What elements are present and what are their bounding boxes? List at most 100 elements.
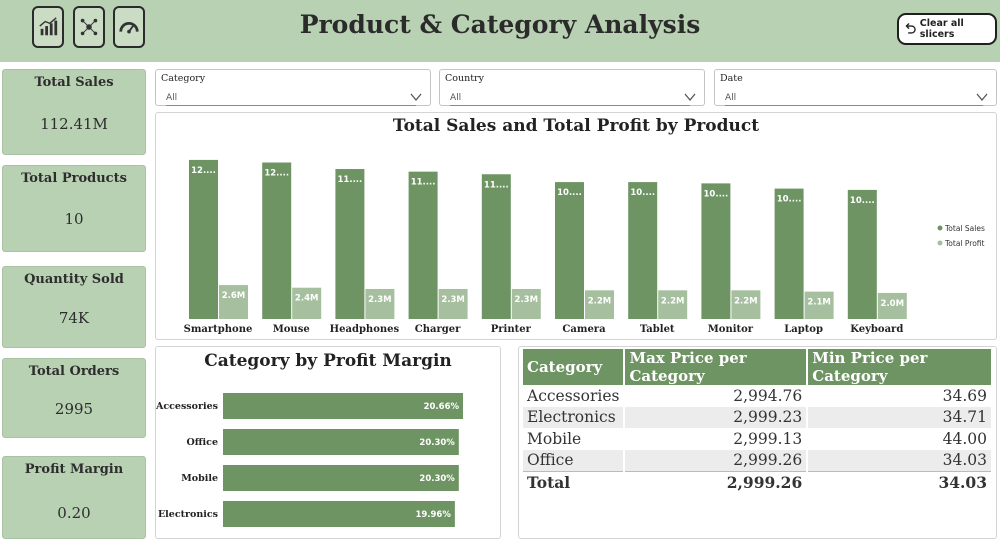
- profit-bar: [804, 291, 834, 319]
- slicer-category[interactable]: Category All: [155, 69, 431, 106]
- slicer-value[interactable]: All: [725, 93, 983, 106]
- data-label: 20.30%: [419, 438, 455, 448]
- chevron-down-icon[interactable]: [410, 92, 422, 102]
- profit-bar: [219, 285, 248, 319]
- data-label: 20.30%: [419, 474, 455, 484]
- data-label: 12....: [264, 169, 289, 179]
- x-tick-label: Tablet: [640, 324, 675, 335]
- nav-sales-button[interactable]: [32, 6, 64, 48]
- data-label: 10....: [557, 188, 582, 198]
- product-network-icon: [80, 18, 98, 36]
- slicer-date[interactable]: Date All: [714, 69, 997, 106]
- table-cell: 34.69: [807, 385, 993, 407]
- sales-profit-bar-chart: 12.... 2.6M Smartphone 12.... 2.4M Mouse 11...…: [184, 159, 985, 335]
- sales-bar: [335, 169, 365, 319]
- x-tick-label: Charger: [415, 324, 461, 335]
- data-label: 2.3M: [515, 295, 539, 305]
- sales-bar: [847, 189, 877, 319]
- undo-arrow-icon: [905, 22, 916, 34]
- sales-bar: [189, 159, 218, 319]
- column-header[interactable]: Max Price per Category: [624, 349, 809, 385]
- nav-products-button[interactable]: [73, 6, 105, 48]
- kpi-quantity-sold: Quantity Sold 74K: [2, 266, 146, 348]
- x-tick-label: Monitor: [708, 324, 754, 335]
- data-label: 2.2M: [734, 296, 758, 306]
- slicer-label: Category: [161, 73, 206, 84]
- price-table: Category Max Price per Category Min Pric…: [523, 349, 993, 493]
- kpi-value: 2995: [54, 400, 94, 418]
- data-label: 11....: [484, 180, 509, 190]
- slicer-value[interactable]: All: [450, 93, 690, 106]
- profit-bar: [438, 289, 468, 319]
- table-cell: 2,999.23: [624, 406, 809, 428]
- data-label: 20.66%: [424, 402, 460, 412]
- kpi-value: 0.20: [57, 504, 91, 522]
- data-label: 2.2M: [588, 296, 612, 306]
- table-cell: Mobile: [523, 428, 626, 450]
- legend-marker: [937, 225, 943, 231]
- chevron-down-icon[interactable]: [684, 92, 696, 102]
- table-cell: 34.03: [807, 449, 993, 471]
- table-row[interactable]: Accessories 2,994.76 34.69: [523, 385, 993, 407]
- gauge-icon: [119, 22, 139, 34]
- profit-bar: [511, 289, 541, 319]
- column-header[interactable]: Category: [523, 349, 626, 385]
- data-label: 2.6M: [222, 291, 246, 301]
- chart-title: Category by Profit Margin: [204, 351, 452, 371]
- chevron-down-icon[interactable]: [976, 92, 988, 102]
- clear-slicers-button[interactable]: Clear all slicers: [897, 13, 997, 45]
- margin-bar: [223, 393, 463, 419]
- kpi-total-products: Total Products 10: [2, 165, 146, 252]
- column-header[interactable]: Min Price per Category: [807, 349, 993, 385]
- legend-entry: Total Profit: [944, 239, 985, 248]
- x-tick-label: Mouse: [273, 324, 310, 335]
- category-margin-bar-chart: 20.66% Accessories 20.30% Office 20.30% Mobil…: [156, 393, 463, 527]
- sales-bar: [628, 182, 658, 319]
- table-cell: 2,999.26: [624, 470, 809, 493]
- data-label: 19.96%: [415, 510, 451, 520]
- data-label: 11....: [411, 178, 436, 188]
- table-total-row: Total 2,999.26 34.03: [523, 470, 993, 493]
- legend-entry: Total Sales: [944, 224, 985, 233]
- table-cell: 44.00: [807, 428, 993, 450]
- x-tick-label: Keyboard: [850, 324, 903, 335]
- clear-slicers-label: Clear all slicers: [919, 18, 964, 40]
- table-row[interactable]: Mobile 2,999.13 44.00: [523, 428, 993, 450]
- slicer-value[interactable]: All: [166, 93, 416, 106]
- table-cell: 34.03: [807, 470, 993, 493]
- slicer-label: Date: [720, 73, 743, 84]
- chart-title: Total Sales and Total Profit by Product: [392, 116, 760, 136]
- y-tick-label: Electronics: [158, 509, 218, 520]
- legend-marker: [937, 240, 943, 246]
- data-label: 10....: [704, 189, 729, 199]
- profit-bar: [365, 289, 395, 319]
- sales-bar: [481, 174, 511, 319]
- data-label: 2.1M: [807, 298, 831, 308]
- x-tick-label: Headphones: [330, 324, 400, 335]
- margin-bar: [223, 465, 459, 491]
- kpi-label: Total Orders: [28, 364, 120, 379]
- kpi-label: Profit Margin: [24, 462, 124, 477]
- table-row[interactable]: Office 2,999.26 34.03: [523, 449, 993, 471]
- sales-bar: [555, 182, 584, 319]
- kpi-label: Quantity Sold: [24, 272, 124, 287]
- kpi-label: Total Products: [21, 171, 127, 186]
- table-row[interactable]: Electronics 2,999.23 34.71: [523, 406, 993, 428]
- x-tick-label: Camera: [562, 324, 606, 335]
- profit-bar: [658, 290, 688, 319]
- y-tick-label: Office: [186, 437, 218, 448]
- table-cell: Total: [523, 470, 626, 493]
- data-label: 2.3M: [441, 295, 465, 305]
- table-cell: 2,994.76: [624, 385, 809, 407]
- slicer-country[interactable]: Country All: [439, 69, 705, 106]
- table-header-row: Category Max Price per Category Min Pric…: [523, 349, 993, 385]
- table-cell: Electronics: [523, 406, 626, 428]
- kpi-total-orders: Total Orders 2995: [2, 358, 146, 438]
- profit-bar: [877, 292, 907, 319]
- x-tick-label: Laptop: [784, 324, 823, 335]
- sales-profit-chart-panel: Total Sales and Total Profit by Product …: [155, 112, 997, 340]
- data-label: 2.2M: [661, 296, 685, 306]
- data-label: 10....: [850, 196, 875, 206]
- nav-gauge-button[interactable]: [113, 6, 145, 48]
- table-cell: Office: [523, 449, 626, 471]
